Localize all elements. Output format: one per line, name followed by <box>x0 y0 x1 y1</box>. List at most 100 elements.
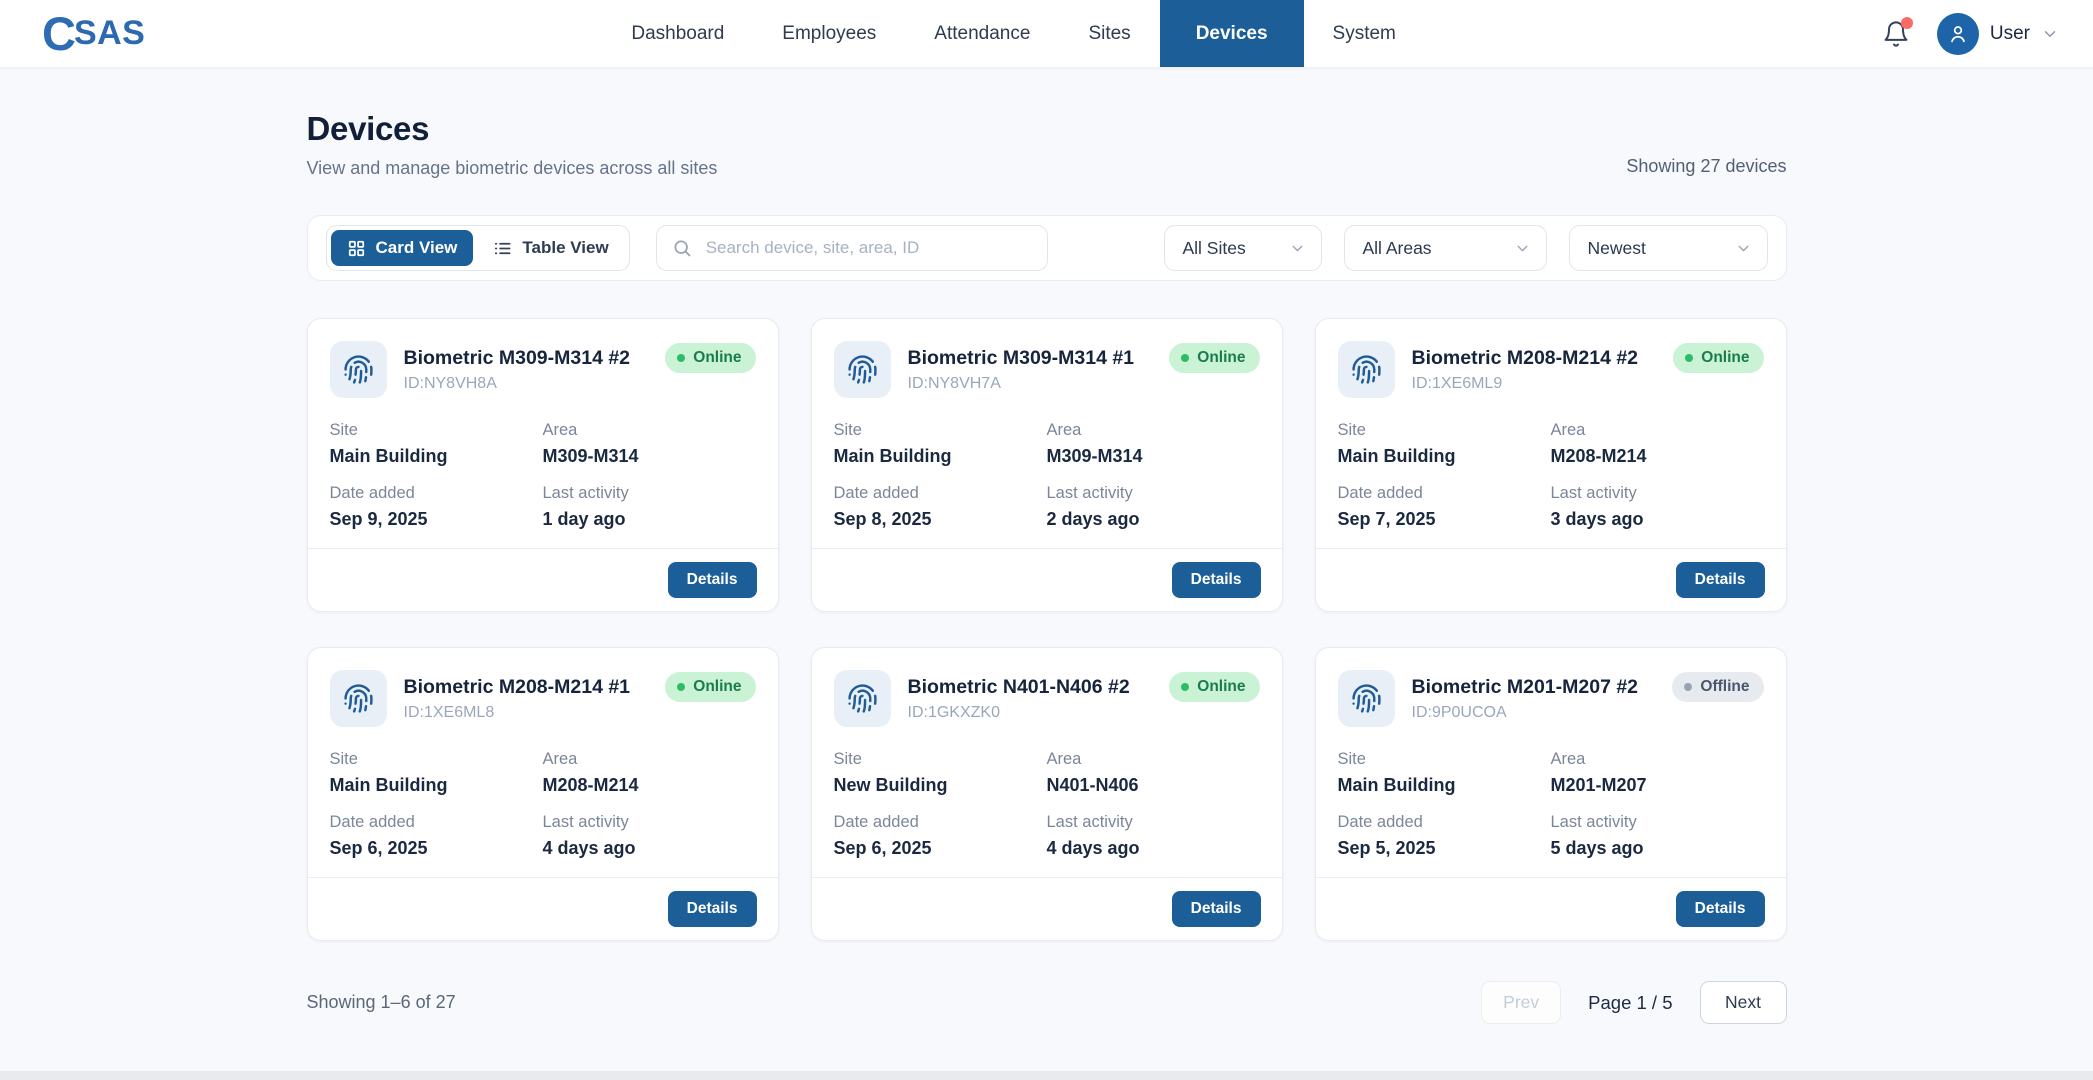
status-label: Online <box>693 349 742 366</box>
user-menu[interactable]: User <box>1936 12 2059 55</box>
last-activity-label: Last activity <box>1046 813 1133 831</box>
chevron-down-icon <box>1289 240 1306 257</box>
fingerprint-icon <box>847 354 878 385</box>
area-label: Area <box>1550 750 1586 768</box>
device-card-footer: Details <box>307 548 778 611</box>
site-value: Main Building <box>329 775 448 795</box>
bottom-strip <box>0 1071 2093 1080</box>
fingerprint-icon <box>1351 683 1382 714</box>
status-label: Online <box>693 678 742 695</box>
area-filter-select[interactable]: All Areas <box>1343 225 1547 271</box>
device-card: Biometric M201-M207 #2 ID:9P0UCOA Offlin… <box>1314 647 1787 941</box>
details-button[interactable]: Details <box>667 891 757 927</box>
device-card-body: Biometric N401-N406 #2 ID:1GKXZK0 Online… <box>812 648 1282 877</box>
details-button[interactable]: Details <box>1675 891 1765 927</box>
status-dot <box>677 354 686 362</box>
next-page-button[interactable]: Next <box>1699 981 1787 1024</box>
details-button[interactable]: Details <box>667 562 757 598</box>
nav-item-devices[interactable]: Devices <box>1159 0 1304 67</box>
device-info-grid: Site Main Building Area M208-M214 Date a… <box>330 750 756 859</box>
date-added-label: Date added <box>833 484 919 502</box>
device-title-block: Biometric M208-M214 #2 ID:1XE6ML9 <box>1412 341 1639 398</box>
site-cell: Site Main Building <box>330 750 543 796</box>
page-indicator: Page 1 / 5 <box>1588 991 1673 1013</box>
details-button[interactable]: Details <box>1171 562 1261 598</box>
sort-value: Newest <box>1587 237 1646 258</box>
filter-selects: All Sites All Areas Newest <box>1163 225 1768 271</box>
nav-item-employees[interactable]: Employees <box>782 22 877 44</box>
device-icon-box <box>1337 341 1395 398</box>
date-added-cell: Date added Sep 6, 2025 <box>834 813 1047 859</box>
device-card-footer: Details <box>811 548 1282 611</box>
last-activity-value: 1 day ago <box>542 509 626 529</box>
status-label: Offline <box>1700 678 1750 695</box>
status-badge: Online <box>1169 343 1260 373</box>
site-value: Main Building <box>1337 775 1456 795</box>
nav-item-sites[interactable]: Sites <box>1088 22 1131 44</box>
date-added-label: Date added <box>1337 813 1423 831</box>
last-activity-label: Last activity <box>542 813 629 831</box>
notification-dot <box>1900 16 1913 29</box>
site-cell: Site Main Building <box>1338 421 1551 467</box>
date-added-label: Date added <box>329 813 415 831</box>
notifications-button[interactable] <box>1882 16 1913 48</box>
app-logo[interactable]: C SAS <box>42 0 145 67</box>
prev-page-button[interactable]: Prev <box>1481 981 1562 1024</box>
search-input[interactable] <box>703 237 1032 259</box>
table-view-label: Table View <box>522 238 609 257</box>
details-button[interactable]: Details <box>1675 562 1765 598</box>
search-box <box>655 225 1048 271</box>
nav-item-attendance[interactable]: Attendance <box>934 22 1031 44</box>
main-nav: Dashboard Employees Attendance Sites Devices… <box>602 0 1425 67</box>
area-label: Area <box>1046 750 1082 768</box>
device-icon-box <box>329 341 387 398</box>
sort-select[interactable]: Newest <box>1568 225 1768 271</box>
navbar-right: User <box>1882 0 2059 67</box>
device-card-header: Biometric M208-M214 #2 ID:1XE6ML9 <box>1337 341 1764 398</box>
date-added-value: Sep 8, 2025 <box>833 509 932 529</box>
date-added-label: Date added <box>833 813 919 831</box>
site-label: Site <box>329 421 358 439</box>
nav-item-dashboard[interactable]: Dashboard <box>631 22 725 44</box>
table-view-button[interactable]: Table View <box>477 230 624 266</box>
site-label: Site <box>833 421 862 439</box>
device-card: Biometric M208-M214 #1 ID:1XE6ML8 Online… <box>306 647 779 941</box>
device-info-grid: Site Main Building Area M309-M314 Date a… <box>834 421 1260 530</box>
site-value: Main Building <box>833 446 952 466</box>
device-id: ID:NY8VH8A <box>403 375 497 392</box>
device-card-header: Biometric M208-M214 #1 ID:1XE6ML8 <box>329 670 756 727</box>
status-dot <box>1181 354 1190 362</box>
area-cell: Area M201-M207 <box>1551 750 1764 796</box>
nav-item-system[interactable]: System <box>1332 22 1396 44</box>
area-value: M208-M214 <box>1550 446 1647 466</box>
device-name: Biometric M309-M314 #1 <box>907 347 1135 369</box>
device-card-body: Biometric M309-M314 #1 ID:NY8VH7A Online… <box>812 319 1282 548</box>
status-badge: Online <box>1169 672 1260 702</box>
device-title-block: Biometric N401-N406 #2 ID:1GKXZK0 <box>908 670 1130 727</box>
area-cell: Area M208-M214 <box>543 750 756 796</box>
site-label: Site <box>1337 421 1366 439</box>
device-card-footer: Details <box>1315 877 1786 940</box>
area-value: N401-N406 <box>1046 775 1139 795</box>
details-button[interactable]: Details <box>1171 891 1261 927</box>
date-added-value: Sep 5, 2025 <box>1337 838 1436 858</box>
status-label: Online <box>1197 678 1246 695</box>
device-card-body: Biometric M208-M214 #2 ID:1XE6ML9 Online… <box>1316 319 1786 548</box>
card-view-button[interactable]: Card View <box>330 230 474 266</box>
area-value: M201-M207 <box>1550 775 1647 795</box>
device-icon-box <box>1337 670 1395 727</box>
area-value: M309-M314 <box>542 446 639 466</box>
site-filter-select[interactable]: All Sites <box>1163 225 1322 271</box>
site-cell: Site New Building <box>834 750 1047 796</box>
device-info-grid: Site Main Building Area M309-M314 Date a… <box>330 421 756 530</box>
card-view-label: Card View <box>375 238 458 257</box>
area-cell: Area M309-M314 <box>543 421 756 467</box>
device-name: Biometric M309-M314 #2 <box>403 347 631 369</box>
device-card: Biometric M208-M214 #2 ID:1XE6ML9 Online… <box>1314 318 1787 612</box>
device-card-footer: Details <box>307 877 778 940</box>
device-count-summary: Showing 27 devices <box>1626 156 1787 176</box>
device-name: Biometric M208-M214 #2 <box>1411 347 1639 369</box>
device-id: ID:1XE6ML8 <box>403 704 495 721</box>
pager-controls: Prev Page 1 / 5 Next <box>1481 981 1787 1024</box>
area-label: Area <box>1046 421 1082 439</box>
